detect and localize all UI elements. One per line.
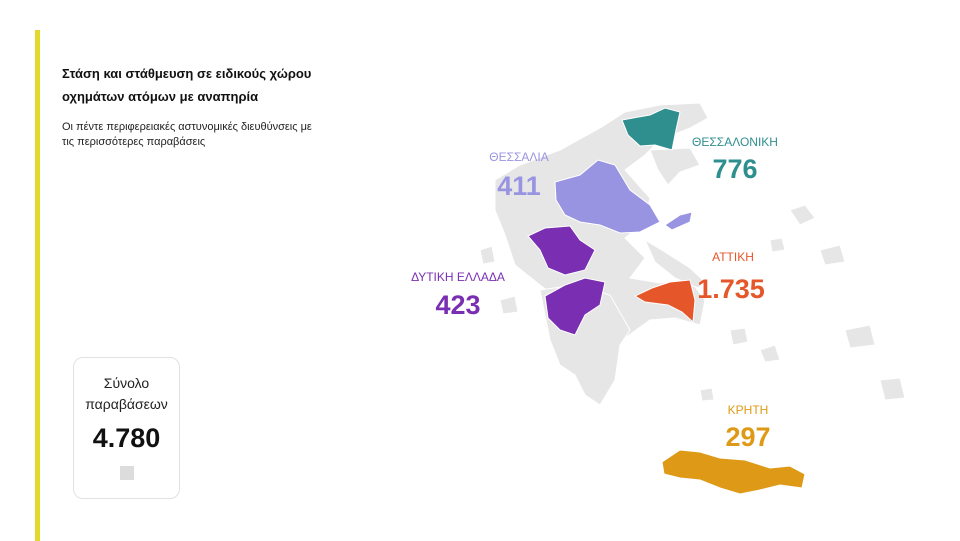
island <box>879 377 906 401</box>
region-name: ΘΕΣΣΑΛΙΑ <box>489 150 549 164</box>
region-value: 411 <box>497 171 541 201</box>
total-box: Σύνολο παραβάσεων 4.780 <box>73 357 180 499</box>
region-value: 776 <box>712 154 757 184</box>
island <box>729 327 749 346</box>
region-value: 1.735 <box>697 274 765 304</box>
region-name: ΑΤΤΙΚΗ <box>712 250 754 264</box>
accent-bar <box>35 30 40 541</box>
region-value: 423 <box>435 290 480 320</box>
island <box>769 237 786 253</box>
region-shape <box>527 225 596 276</box>
island <box>789 204 816 226</box>
island <box>699 387 715 402</box>
island <box>479 245 496 265</box>
island <box>759 344 781 363</box>
region-name: ΔΥΤΙΚΗ ΕΛΛΑΔΑ <box>411 270 505 284</box>
region-value: 297 <box>725 422 770 452</box>
region-name: ΘΕΣΣΑΛΟΝΙΚΗ <box>692 135 778 149</box>
highlighted-regions <box>527 107 806 495</box>
region-shape <box>554 159 661 234</box>
total-value: 4.780 <box>92 423 161 453</box>
region-name: ΚΡΗΤΗ <box>728 403 769 417</box>
title: Στάση και στάθμευση σε ειδικούς χώρου οχ… <box>62 66 312 104</box>
island <box>499 295 519 315</box>
region-shape <box>664 211 693 231</box>
island <box>844 324 876 349</box>
region-shape <box>661 449 806 495</box>
region-shape <box>621 107 681 151</box>
total-label: Σύνολο παραβάσεων <box>85 375 168 412</box>
region-shape <box>633 279 696 324</box>
subtitle: Οι πέντε περιφερειακές αστυνομικές διευθ… <box>62 121 312 148</box>
region-labels: ΘΕΣΣΑΛΟΝΙΚΗ 776 ΘΕΣΣΑΛΙΑ 411 ΔΥΤΙΚΗ ΕΛΛΑ… <box>411 135 778 452</box>
evia <box>643 238 706 289</box>
region-shape <box>544 277 606 336</box>
chalkidiki <box>649 147 701 186</box>
island <box>819 244 846 266</box>
icon <box>119 466 134 480</box>
